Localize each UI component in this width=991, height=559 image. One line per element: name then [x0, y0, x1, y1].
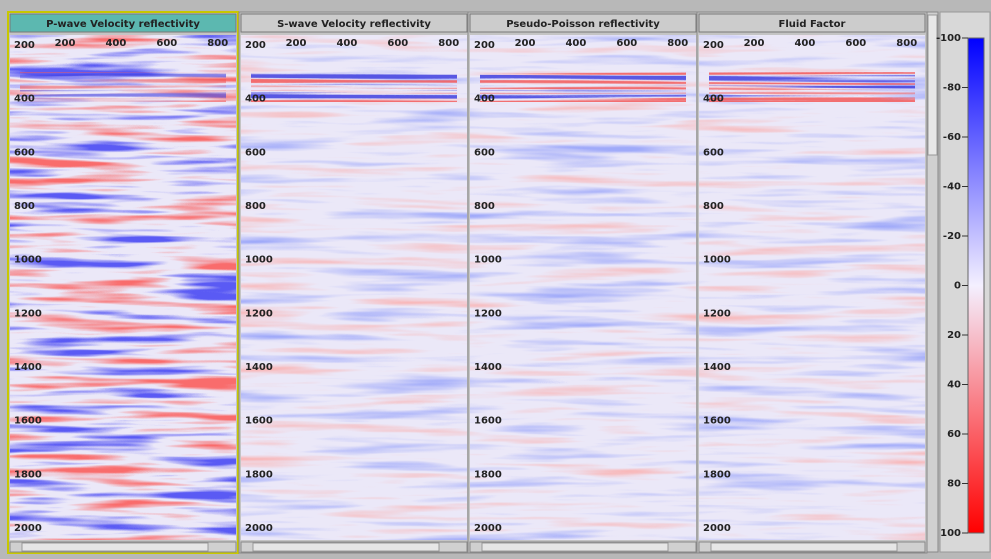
colorbar-tick-label: -20	[943, 231, 961, 242]
colorbar-tick-label: -40	[943, 182, 961, 193]
y-tick-label: 400	[245, 94, 266, 105]
y-tick-label: 1000	[703, 255, 731, 266]
y-tick-label: 200	[474, 40, 495, 51]
x-tick-label: 200	[515, 38, 536, 49]
y-tick-label: 1200	[245, 308, 273, 319]
colorbar	[968, 38, 984, 533]
y-tick-label: 1200	[703, 308, 731, 319]
y-tick-label: 1800	[245, 469, 273, 480]
x-tick-label: 200	[55, 38, 76, 49]
seismic-horizon-band	[251, 72, 457, 102]
y-tick-label: 400	[14, 94, 35, 105]
y-tick-label: 200	[14, 40, 35, 51]
colorbar-tick-label: 80	[947, 479, 961, 490]
x-tick-label: 400	[565, 38, 586, 49]
y-tick-label: 1000	[14, 255, 42, 266]
y-tick-label: 1200	[474, 308, 502, 319]
seismic-image	[470, 35, 696, 540]
x-tick-label: 800	[438, 38, 459, 49]
y-tick-label: 1200	[14, 308, 42, 319]
seismic-horizon-band	[709, 72, 915, 102]
y-tick-label: 1400	[14, 362, 42, 373]
y-tick-label: 1600	[245, 416, 273, 427]
horizontal-scroll-thumb[interactable]	[482, 543, 668, 551]
y-tick-label: 800	[474, 201, 495, 212]
y-tick-label: 1600	[703, 416, 731, 427]
y-tick-label: 1000	[245, 255, 273, 266]
x-tick-label: 800	[207, 38, 228, 49]
x-tick-label: 600	[156, 38, 177, 49]
horizontal-scroll-thumb[interactable]	[711, 543, 897, 551]
colorbar-tick-label: -60	[943, 132, 961, 143]
y-tick-label: 1600	[14, 416, 42, 427]
colorbar-tick-label: 100	[940, 528, 961, 539]
y-tick-label: 1400	[703, 362, 731, 373]
colorbar-tick-label: 60	[947, 429, 961, 440]
y-tick-label: 2000	[14, 523, 42, 534]
y-tick-label: 1600	[474, 416, 502, 427]
y-tick-label: 600	[474, 147, 495, 158]
seismic-horizon-band	[480, 72, 686, 102]
x-tick-label: 800	[896, 38, 917, 49]
panel-title: S-wave Velocity reflectivity	[277, 19, 431, 30]
colorbar-tick-label: 20	[947, 330, 961, 341]
y-tick-label: 1800	[474, 469, 502, 480]
x-tick-label: 200	[744, 38, 765, 49]
horizontal-scroll-thumb[interactable]	[22, 543, 208, 551]
seismic-viewer: P-wave Velocity reflectivity200400600800…	[0, 0, 991, 555]
y-tick-label: 1400	[474, 362, 502, 373]
seismic-image	[241, 35, 467, 540]
y-tick-label: 2000	[245, 523, 273, 534]
y-tick-label: 800	[14, 201, 35, 212]
y-tick-label: 400	[474, 94, 495, 105]
x-tick-label: 600	[616, 38, 637, 49]
y-tick-label: 600	[14, 147, 35, 158]
seismic-image	[10, 35, 236, 540]
x-tick-label: 600	[387, 38, 408, 49]
x-tick-label: 600	[845, 38, 866, 49]
y-tick-label: 800	[703, 201, 724, 212]
y-tick-label: 1400	[245, 362, 273, 373]
panel-title: Pseudo-Poisson reflectivity	[506, 19, 660, 30]
y-tick-label: 1800	[14, 469, 42, 480]
y-tick-label: 400	[703, 94, 724, 105]
y-tick-label: 800	[245, 201, 266, 212]
colorbar-tick-label: 0	[954, 281, 961, 292]
y-tick-label: 600	[703, 147, 724, 158]
y-tick-label: 600	[245, 147, 266, 158]
x-tick-label: 400	[794, 38, 815, 49]
seismic-horizon-band	[20, 72, 226, 102]
y-tick-label: 2000	[703, 523, 731, 534]
y-tick-label: 200	[245, 40, 266, 51]
panel-title: P-wave Velocity reflectivity	[46, 19, 200, 30]
panel-title: Fluid Factor	[779, 19, 846, 30]
colorbar-tick-label: 40	[947, 380, 961, 391]
x-tick-label: 800	[667, 38, 688, 49]
x-tick-label: 200	[286, 38, 307, 49]
y-tick-label: 1800	[703, 469, 731, 480]
x-tick-label: 400	[336, 38, 357, 49]
colorbar-tick-label: -100	[936, 33, 961, 44]
colorbar-tick-label: -80	[943, 83, 961, 94]
seismic-image	[699, 35, 925, 540]
y-tick-label: 2000	[474, 523, 502, 534]
y-tick-label: 1000	[474, 255, 502, 266]
x-tick-label: 400	[105, 38, 126, 49]
y-tick-label: 200	[703, 40, 724, 51]
horizontal-scroll-thumb[interactable]	[253, 543, 439, 551]
